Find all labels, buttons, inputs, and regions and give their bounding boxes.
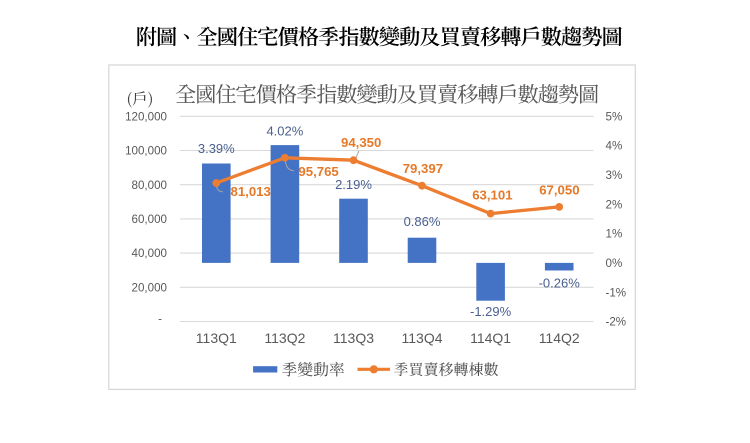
svg-text:79,397: 79,397 bbox=[403, 161, 443, 176]
svg-text:63,101: 63,101 bbox=[472, 188, 512, 203]
svg-text:60,000: 60,000 bbox=[132, 213, 167, 226]
svg-text:-0.26%: -0.26% bbox=[539, 275, 581, 290]
svg-text:5%: 5% bbox=[606, 110, 623, 123]
svg-text:113Q4: 113Q4 bbox=[402, 330, 443, 346]
svg-text:-1%: -1% bbox=[606, 286, 627, 299]
svg-text:120,000: 120,000 bbox=[125, 110, 167, 123]
svg-text:4.02%: 4.02% bbox=[266, 123, 303, 138]
svg-text:-: - bbox=[158, 313, 162, 326]
svg-text:2%: 2% bbox=[606, 198, 623, 211]
svg-text:0%: 0% bbox=[606, 257, 623, 270]
svg-text:2.19%: 2.19% bbox=[335, 177, 372, 192]
svg-text:20,000: 20,000 bbox=[132, 281, 167, 294]
svg-text:113Q3: 113Q3 bbox=[333, 330, 374, 346]
svg-text:94,350: 94,350 bbox=[341, 135, 381, 150]
svg-text:1%: 1% bbox=[606, 228, 623, 241]
svg-text:113Q2: 113Q2 bbox=[264, 330, 305, 346]
svg-text:114Q1: 114Q1 bbox=[470, 330, 511, 346]
svg-text:-2%: -2% bbox=[606, 316, 627, 329]
svg-text:4%: 4% bbox=[606, 140, 623, 153]
svg-text:0.86%: 0.86% bbox=[404, 214, 441, 229]
svg-text:3%: 3% bbox=[606, 169, 623, 182]
svg-text:67,050: 67,050 bbox=[539, 182, 579, 197]
svg-text:81,013: 81,013 bbox=[231, 184, 271, 199]
svg-text:95,765: 95,765 bbox=[298, 164, 338, 179]
svg-text:80,000: 80,000 bbox=[132, 179, 167, 192]
svg-text:100,000: 100,000 bbox=[125, 145, 167, 158]
svg-text:-1.29%: -1.29% bbox=[470, 304, 512, 319]
svg-text:40,000: 40,000 bbox=[132, 247, 167, 260]
svg-text:113Q1: 113Q1 bbox=[196, 330, 237, 346]
svg-text:114Q2: 114Q2 bbox=[539, 330, 580, 346]
svg-text:3.39%: 3.39% bbox=[198, 141, 235, 156]
